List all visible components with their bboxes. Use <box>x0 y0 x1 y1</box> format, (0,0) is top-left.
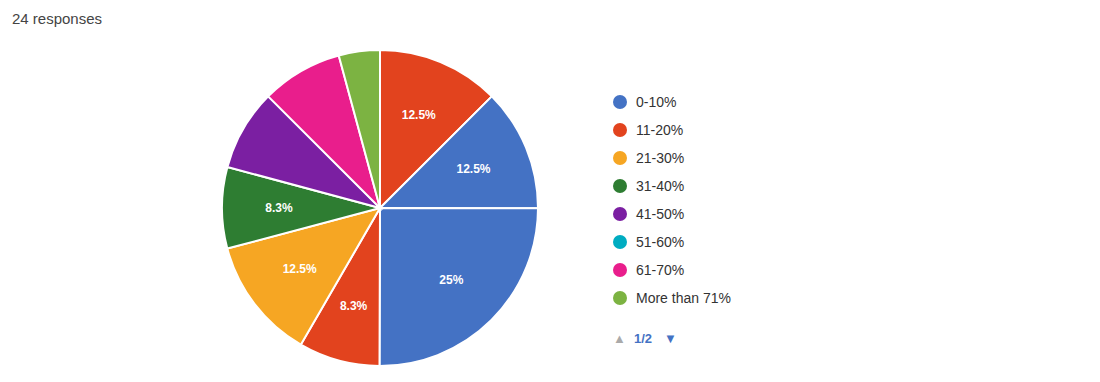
pie-slice <box>380 96 538 208</box>
legend-item: 11-20% <box>613 122 683 138</box>
legend-label: More than 71% <box>636 290 731 306</box>
legend-label: 11-20% <box>636 122 683 138</box>
legend-item: 61-70% <box>613 262 684 278</box>
chart-svg: 24 responses 12.5% 12.5% 25% 8.3% 12.5% 8.3% 0-… <box>0 0 1100 382</box>
chart-container: 24 responses 12.5% 12.5% 25% 8.3% 12.5% 8.3% 0-… <box>0 0 1100 382</box>
legend-marker <box>613 235 627 249</box>
legend-item: 41-50% <box>613 206 684 222</box>
legend-marker <box>613 151 627 165</box>
legend-item: 51-60% <box>613 234 684 250</box>
data-label: 12.5% <box>402 108 436 122</box>
data-label: 12.5% <box>283 262 317 276</box>
navigation: ▲ 1/2 ▼ <box>613 331 677 346</box>
legend: 0-10% 11-20% 21-30% 31-40% 41-50% 51-60% 61-70… <box>613 94 731 306</box>
annotation: ▼ <box>664 331 677 346</box>
annotation: 1/2 <box>634 331 652 346</box>
data-labels: 12.5% 12.5% 25% 8.3% 12.5% 8.3% <box>265 108 491 313</box>
legend-label: 0-10% <box>636 94 676 110</box>
title: 24 responses <box>12 10 102 27</box>
annotation: ▲ <box>613 331 626 346</box>
pie-slice <box>339 50 380 208</box>
data-label: 8.3% <box>340 299 368 313</box>
legend-marker <box>613 263 627 277</box>
legend-item: 21-30% <box>613 150 684 166</box>
data-label: 12.5% <box>456 162 490 176</box>
legend-marker <box>613 95 627 109</box>
legend-label: 41-50% <box>636 206 684 222</box>
legend-label: 21-30% <box>636 150 684 166</box>
data-label: 8.3% <box>265 201 293 215</box>
legend-marker <box>613 179 627 193</box>
pie <box>222 50 538 366</box>
legend-marker <box>613 123 627 137</box>
legend-label: 61-70% <box>636 262 684 278</box>
legend-marker <box>613 207 627 221</box>
legend-item: 31-40% <box>613 178 684 194</box>
data-label: 25% <box>439 273 463 287</box>
legend-label: 31-40% <box>636 178 684 194</box>
legend-marker <box>613 291 627 305</box>
legend-item: More than 71% <box>613 290 731 306</box>
pie-slice <box>380 208 538 366</box>
legend-item: 0-10% <box>613 94 676 110</box>
legend-label: 51-60% <box>636 234 684 250</box>
